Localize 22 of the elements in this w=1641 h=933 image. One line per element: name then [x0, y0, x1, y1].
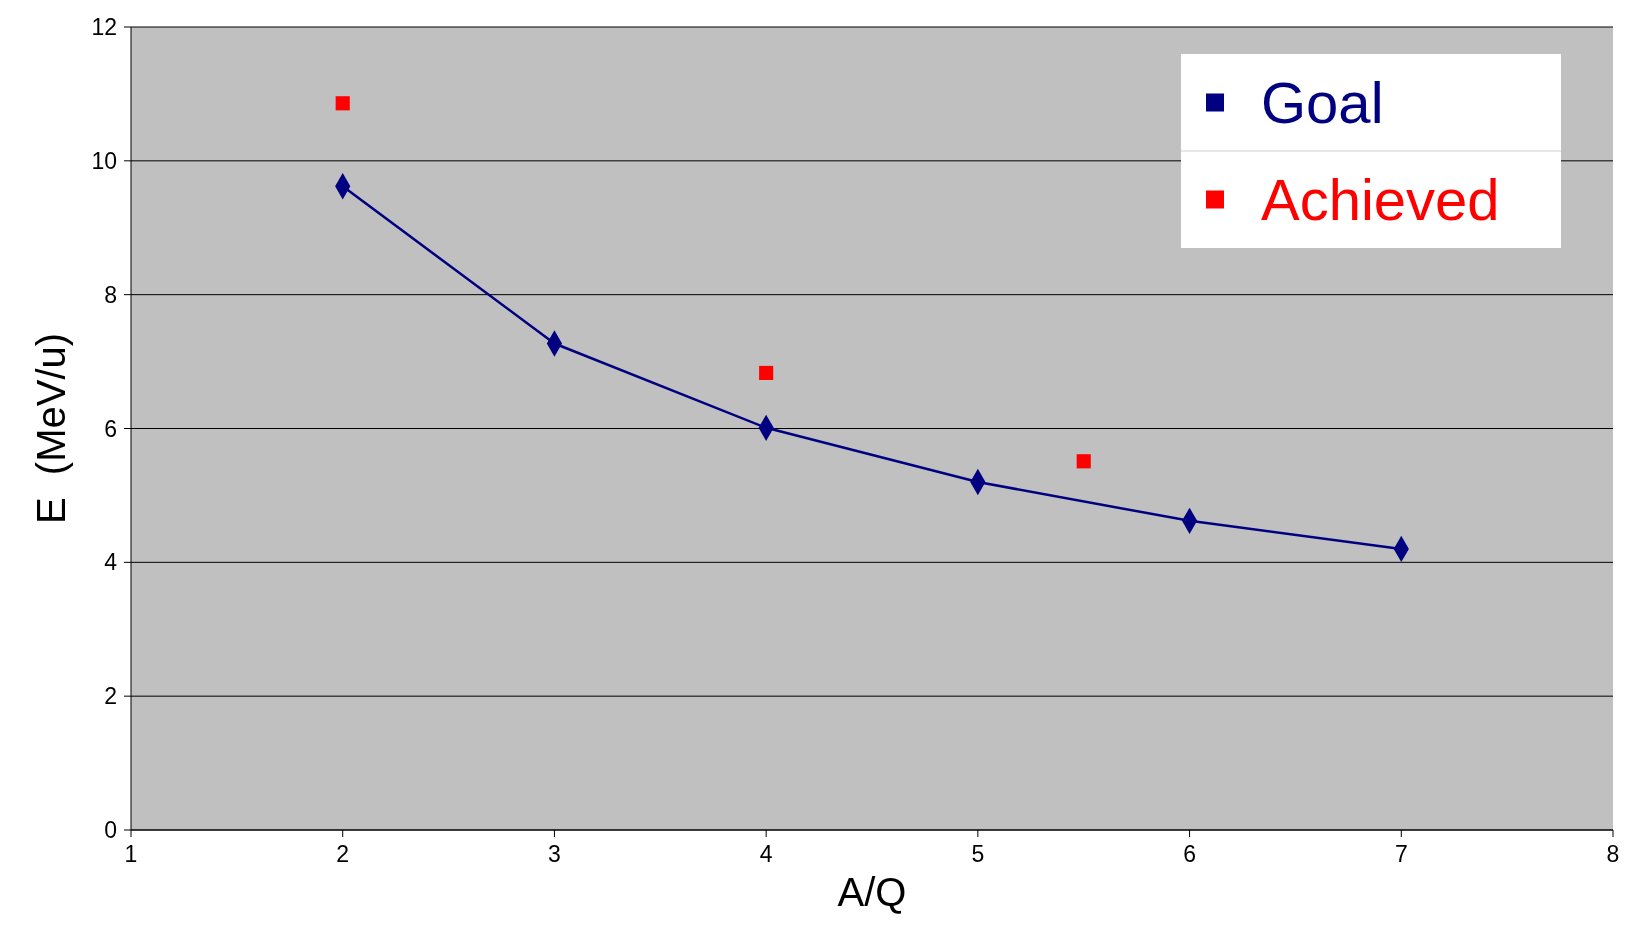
- y-tick-label: 2: [104, 683, 117, 710]
- y-tick-label: 6: [104, 415, 117, 442]
- x-tick-label: 1: [124, 841, 138, 867]
- x-tick-label: 3: [548, 841, 561, 867]
- x-tick-label: 5: [971, 841, 985, 867]
- x-tick-label: 8: [1606, 841, 1620, 867]
- x-axis-title: A/Q: [837, 870, 907, 914]
- point: [1076, 454, 1091, 469]
- x-tick-label: 4: [759, 841, 773, 867]
- y-tick-label: 4: [104, 549, 118, 576]
- y-tick-label: 10: [91, 147, 117, 174]
- x-tick-label: 7: [1394, 841, 1408, 867]
- x-tick-label: 6: [1183, 841, 1196, 867]
- x-tick-label: 2: [336, 841, 350, 867]
- y-tick-label: 8: [104, 281, 117, 308]
- legend-label: Achieved: [1261, 166, 1500, 232]
- point: [335, 96, 350, 111]
- point: [759, 365, 774, 381]
- y-axis-title: E (MeV/u): [29, 332, 73, 525]
- legend-label: Goal: [1261, 69, 1384, 135]
- y-tick-label: 12: [91, 14, 117, 41]
- y-tick-label: 0: [104, 817, 117, 844]
